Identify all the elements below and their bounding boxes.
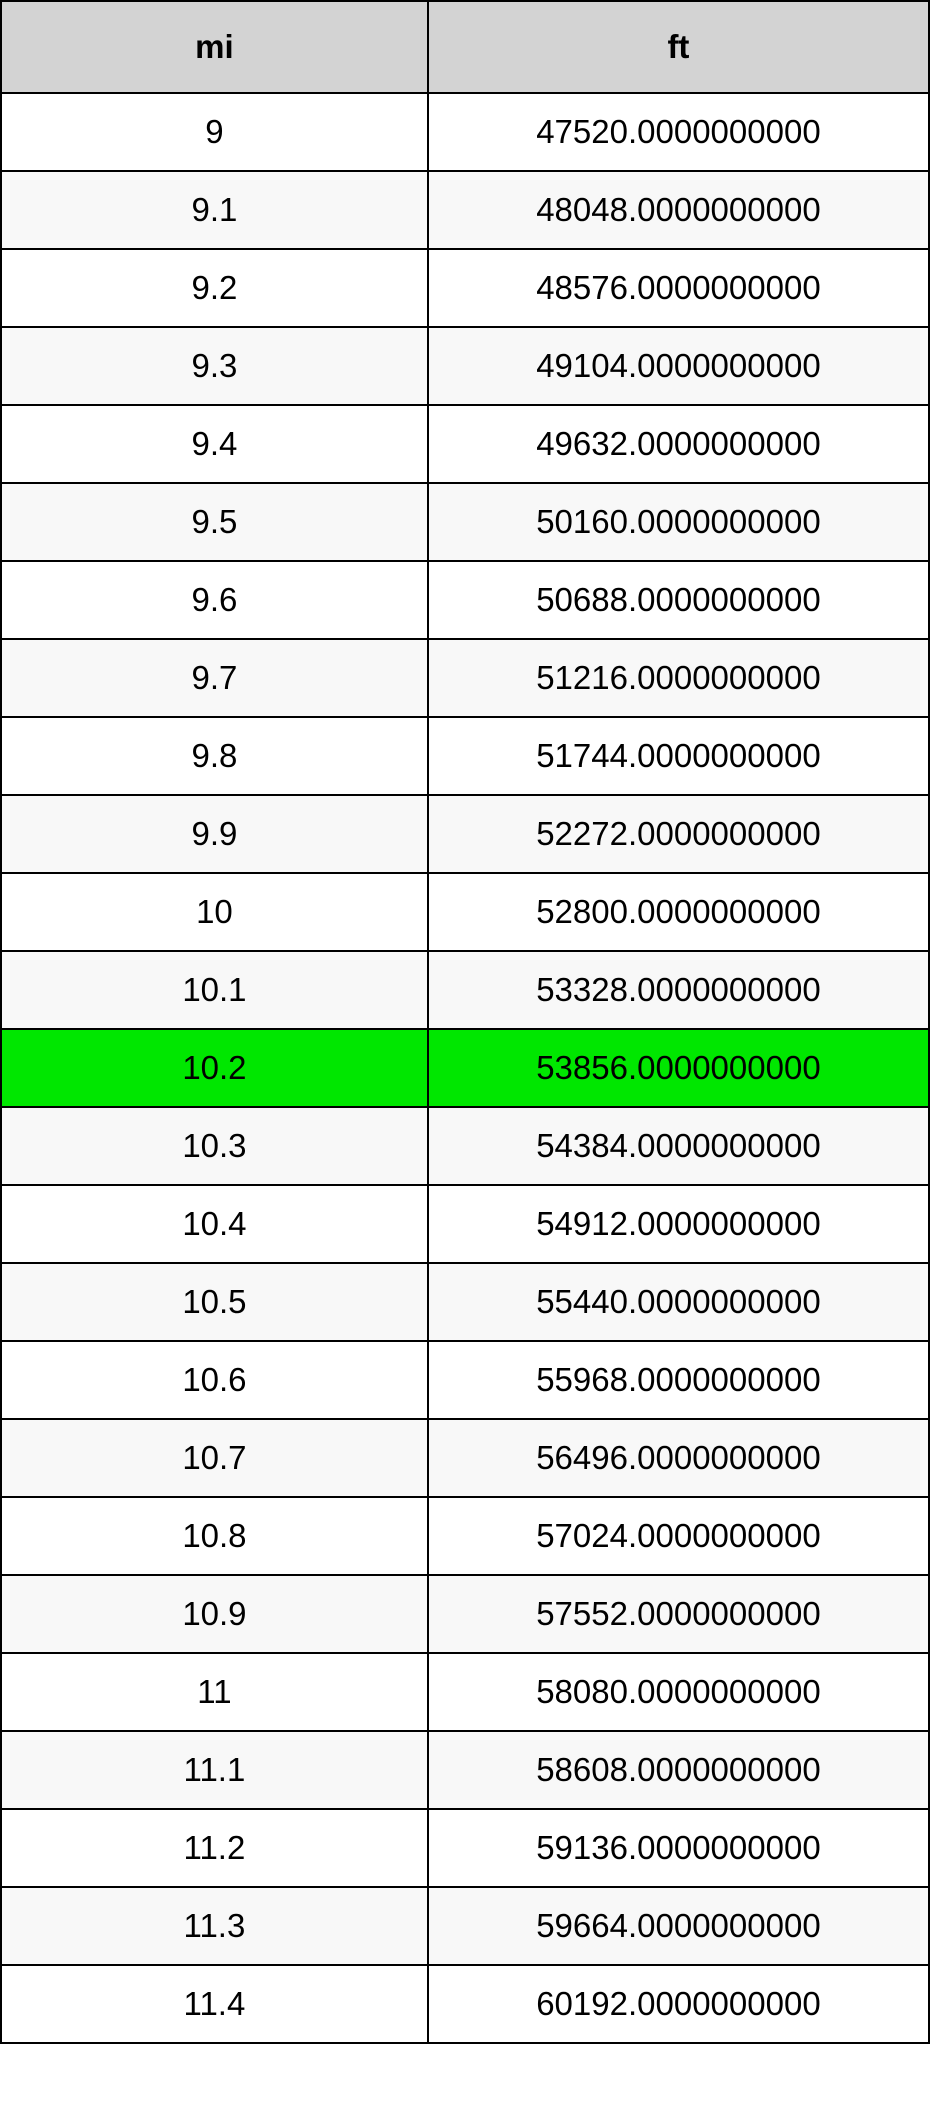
cell-mi: 10.9 [1,1575,428,1653]
table-row: 1052800.0000000000 [1,873,929,951]
table-row: 11.359664.0000000000 [1,1887,929,1965]
cell-mi: 10.8 [1,1497,428,1575]
cell-ft: 60192.0000000000 [428,1965,929,2043]
column-header-ft: ft [428,1,929,93]
cell-ft: 55440.0000000000 [428,1263,929,1341]
table-row: 9.349104.0000000000 [1,327,929,405]
conversion-table: mi ft 947520.00000000009.148048.00000000… [0,0,930,2044]
table-row: 1158080.0000000000 [1,1653,929,1731]
cell-mi: 10.1 [1,951,428,1029]
cell-mi: 10.3 [1,1107,428,1185]
cell-mi: 11.3 [1,1887,428,1965]
table-row: 10.253856.0000000000 [1,1029,929,1107]
cell-ft: 51216.0000000000 [428,639,929,717]
cell-mi: 9 [1,93,428,171]
cell-mi: 9.5 [1,483,428,561]
cell-ft: 48048.0000000000 [428,171,929,249]
table-body: 947520.00000000009.148048.00000000009.24… [1,93,929,2043]
cell-mi: 9.4 [1,405,428,483]
table-row: 10.957552.0000000000 [1,1575,929,1653]
cell-mi: 9.2 [1,249,428,327]
table-row: 9.751216.0000000000 [1,639,929,717]
cell-mi: 9.6 [1,561,428,639]
table-row: 9.851744.0000000000 [1,717,929,795]
table-row: 10.555440.0000000000 [1,1263,929,1341]
cell-mi: 11.2 [1,1809,428,1887]
cell-mi: 9.9 [1,795,428,873]
cell-ft: 55968.0000000000 [428,1341,929,1419]
cell-ft: 54912.0000000000 [428,1185,929,1263]
table-row: 11.259136.0000000000 [1,1809,929,1887]
cell-mi: 10.7 [1,1419,428,1497]
table-row: 10.857024.0000000000 [1,1497,929,1575]
cell-ft: 53856.0000000000 [428,1029,929,1107]
table-row: 9.248576.0000000000 [1,249,929,327]
table-row: 9.449632.0000000000 [1,405,929,483]
cell-mi: 10.6 [1,1341,428,1419]
table-row: 11.460192.0000000000 [1,1965,929,2043]
cell-ft: 54384.0000000000 [428,1107,929,1185]
cell-ft: 58080.0000000000 [428,1653,929,1731]
cell-ft: 59664.0000000000 [428,1887,929,1965]
cell-ft: 56496.0000000000 [428,1419,929,1497]
table-row: 11.158608.0000000000 [1,1731,929,1809]
cell-ft: 50160.0000000000 [428,483,929,561]
cell-ft: 57024.0000000000 [428,1497,929,1575]
cell-mi: 11.1 [1,1731,428,1809]
table-row: 10.756496.0000000000 [1,1419,929,1497]
column-header-mi: mi [1,1,428,93]
table-row: 9.550160.0000000000 [1,483,929,561]
cell-ft: 51744.0000000000 [428,717,929,795]
table-row: 947520.0000000000 [1,93,929,171]
table-row: 10.354384.0000000000 [1,1107,929,1185]
cell-mi: 10.4 [1,1185,428,1263]
table-row: 10.153328.0000000000 [1,951,929,1029]
cell-mi: 10 [1,873,428,951]
cell-mi: 9.1 [1,171,428,249]
cell-ft: 49104.0000000000 [428,327,929,405]
cell-ft: 52800.0000000000 [428,873,929,951]
cell-ft: 57552.0000000000 [428,1575,929,1653]
cell-ft: 58608.0000000000 [428,1731,929,1809]
cell-ft: 47520.0000000000 [428,93,929,171]
table-row: 10.454912.0000000000 [1,1185,929,1263]
table-row: 10.655968.0000000000 [1,1341,929,1419]
cell-ft: 53328.0000000000 [428,951,929,1029]
cell-mi: 9.3 [1,327,428,405]
cell-ft: 49632.0000000000 [428,405,929,483]
cell-mi: 11 [1,1653,428,1731]
cell-mi: 10.5 [1,1263,428,1341]
cell-mi: 10.2 [1,1029,428,1107]
table-header-row: mi ft [1,1,929,93]
cell-ft: 52272.0000000000 [428,795,929,873]
cell-ft: 48576.0000000000 [428,249,929,327]
cell-ft: 50688.0000000000 [428,561,929,639]
cell-mi: 11.4 [1,1965,428,2043]
cell-mi: 9.7 [1,639,428,717]
table-row: 9.650688.0000000000 [1,561,929,639]
table-row: 9.952272.0000000000 [1,795,929,873]
table-row: 9.148048.0000000000 [1,171,929,249]
cell-ft: 59136.0000000000 [428,1809,929,1887]
cell-mi: 9.8 [1,717,428,795]
